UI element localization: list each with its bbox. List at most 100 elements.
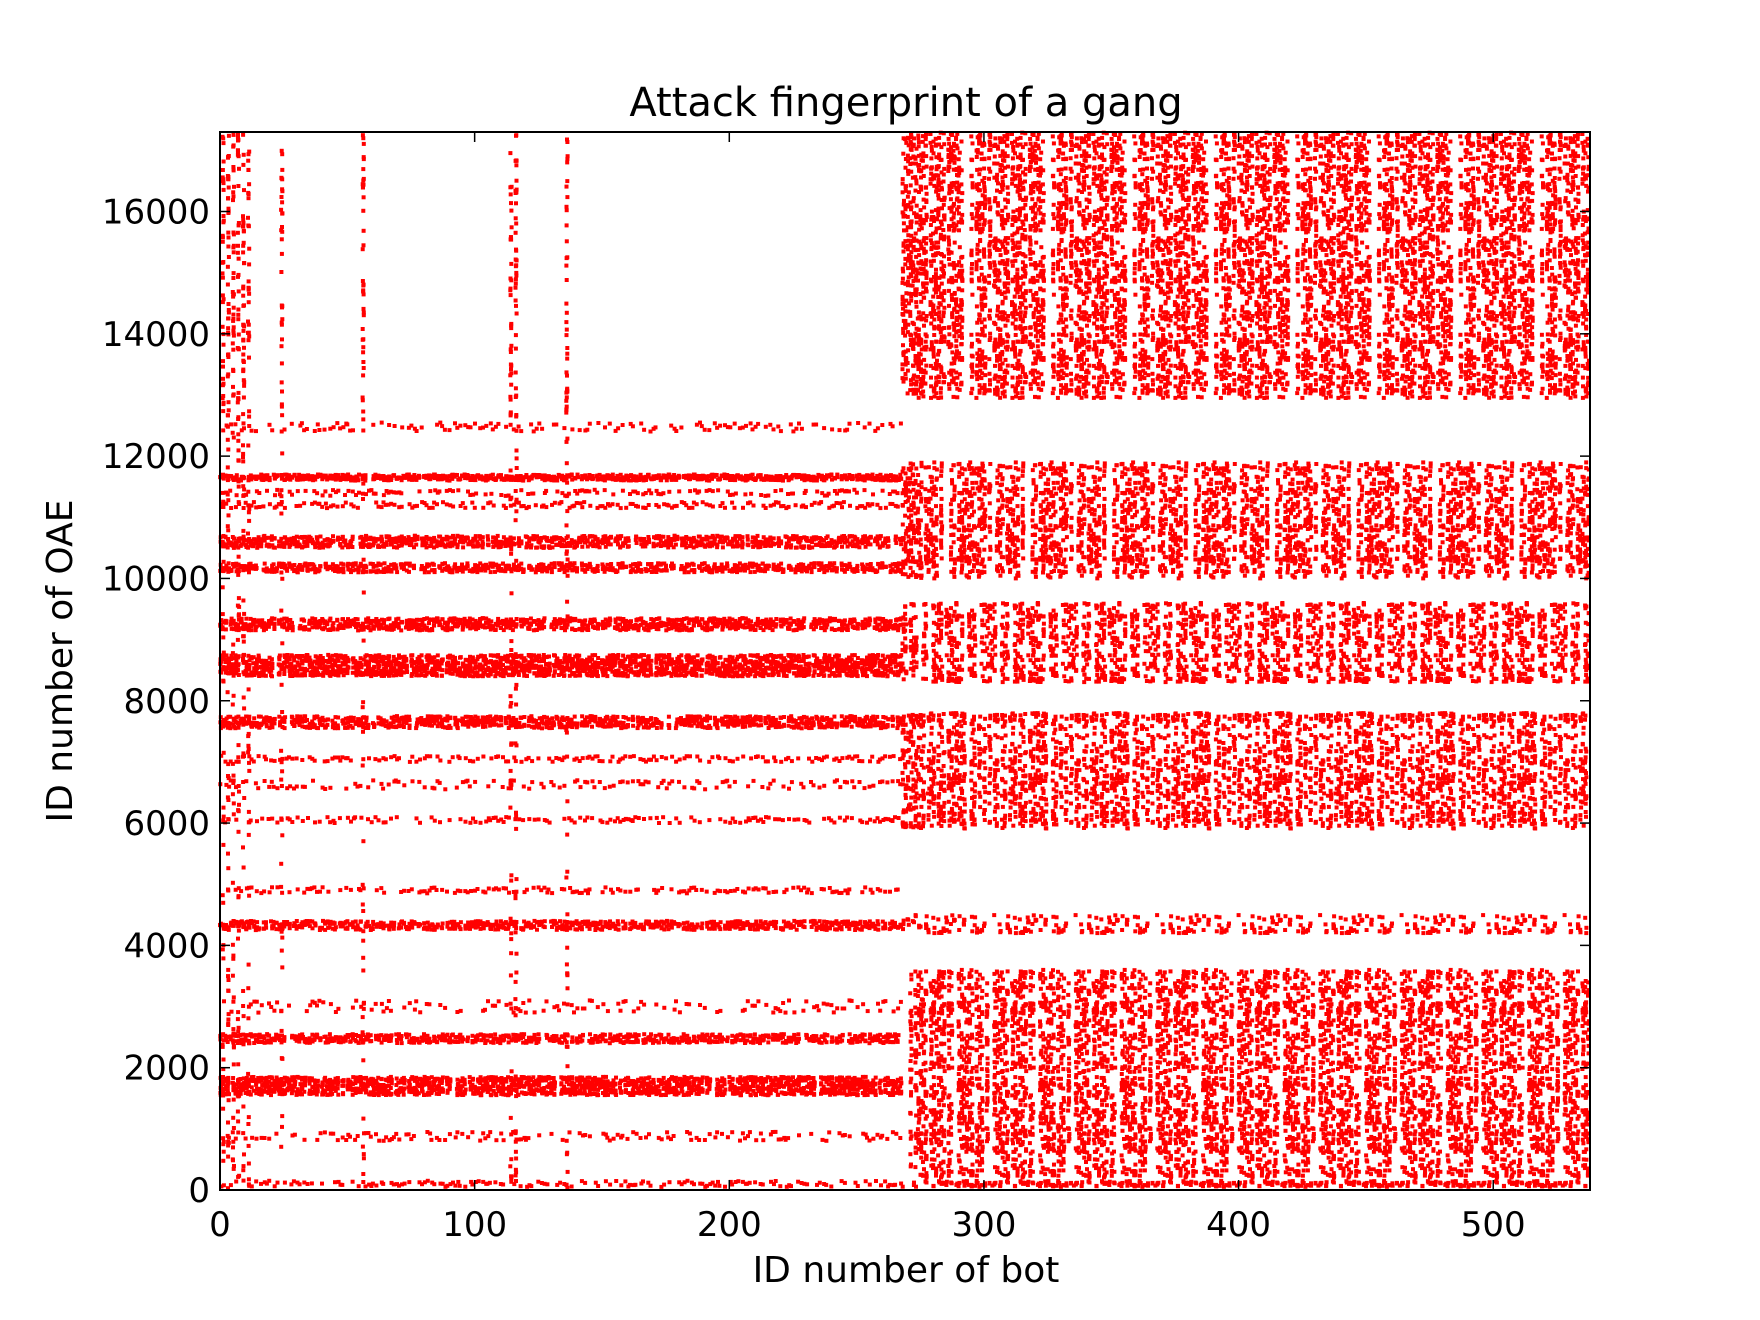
data-point [234, 569, 239, 574]
data-point [376, 568, 381, 573]
data-point [369, 1039, 374, 1043]
data-point [254, 619, 259, 624]
data-point [250, 1135, 255, 1140]
data-point [254, 889, 259, 894]
data-point [219, 1184, 224, 1189]
data-point [228, 666, 233, 670]
data-point [241, 537, 246, 542]
data-point [383, 502, 388, 507]
data-point [327, 564, 332, 569]
data-point [383, 1037, 388, 1042]
data-point [343, 500, 348, 505]
data-point [355, 923, 360, 928]
data-point [315, 622, 319, 627]
data-point [354, 1039, 359, 1044]
data-point [282, 668, 287, 673]
data-point [313, 1082, 318, 1087]
data-point [233, 624, 238, 628]
data-point [284, 657, 289, 662]
data-point [302, 618, 307, 623]
data-point [383, 723, 388, 728]
data-point [269, 1093, 273, 1098]
data-point [229, 506, 234, 510]
data-point [486, 886, 491, 891]
data-point [409, 919, 414, 924]
data-point [249, 538, 254, 543]
data-point [272, 616, 277, 621]
data-point [269, 665, 274, 670]
data-point [401, 921, 406, 926]
data-point [287, 622, 292, 627]
data-point [493, 1032, 498, 1037]
data-point [300, 819, 305, 823]
data-point [400, 1080, 404, 1085]
data-point [371, 778, 376, 783]
data-point [277, 539, 282, 544]
data-point [331, 425, 336, 430]
data-point [399, 1037, 404, 1042]
data-point [233, 887, 238, 892]
data-point [236, 1033, 240, 1038]
data-point [262, 538, 267, 543]
data-point [486, 784, 491, 789]
data-point [236, 1010, 241, 1015]
data-point [323, 787, 328, 791]
data-point [333, 1010, 338, 1014]
data-point [413, 1078, 417, 1083]
data-point [518, 715, 523, 720]
data-point [325, 1092, 330, 1097]
data-point [453, 1183, 458, 1188]
data-point [458, 423, 463, 428]
data-point [297, 1033, 302, 1038]
data-point [322, 621, 327, 626]
data-point [287, 626, 291, 630]
data-point [486, 537, 490, 542]
data-point [309, 886, 314, 891]
data-point [405, 718, 410, 723]
data-point [261, 628, 266, 633]
data-point [379, 781, 384, 786]
data-point [434, 671, 439, 676]
data-point [396, 717, 401, 722]
data-point [499, 723, 504, 728]
data-point [295, 1180, 300, 1185]
data-point [379, 476, 384, 481]
data-point [271, 472, 276, 477]
data-point [297, 721, 302, 726]
data-point [407, 726, 412, 730]
data-point [242, 1038, 247, 1042]
data-point [343, 662, 348, 666]
data-point [299, 617, 304, 622]
data-point [384, 671, 389, 676]
data-point [230, 1080, 235, 1085]
data-point [417, 779, 422, 784]
data-point [307, 655, 312, 660]
data-point [412, 1007, 417, 1012]
data-point [524, 887, 529, 892]
data-point [266, 1038, 271, 1043]
data-point [270, 674, 274, 679]
data-point [410, 672, 415, 676]
data-point [439, 925, 444, 930]
data-point [246, 653, 251, 658]
data-point [354, 493, 358, 497]
data-point [292, 655, 297, 660]
data-point [246, 478, 251, 483]
data-point [318, 1131, 323, 1136]
data-point [496, 999, 501, 1004]
data-point [251, 720, 256, 725]
data-point [350, 534, 355, 539]
data-point [226, 537, 230, 541]
data-point [359, 1078, 364, 1083]
data-point [277, 672, 282, 677]
data-point [226, 561, 231, 566]
data-point [417, 626, 421, 631]
data-point [308, 567, 313, 572]
data-point [261, 622, 266, 627]
data-point [287, 755, 291, 760]
data-point [318, 564, 323, 569]
data-point [368, 628, 373, 633]
data-point [335, 1082, 340, 1087]
data-point [471, 759, 476, 764]
data-point [414, 999, 419, 1004]
